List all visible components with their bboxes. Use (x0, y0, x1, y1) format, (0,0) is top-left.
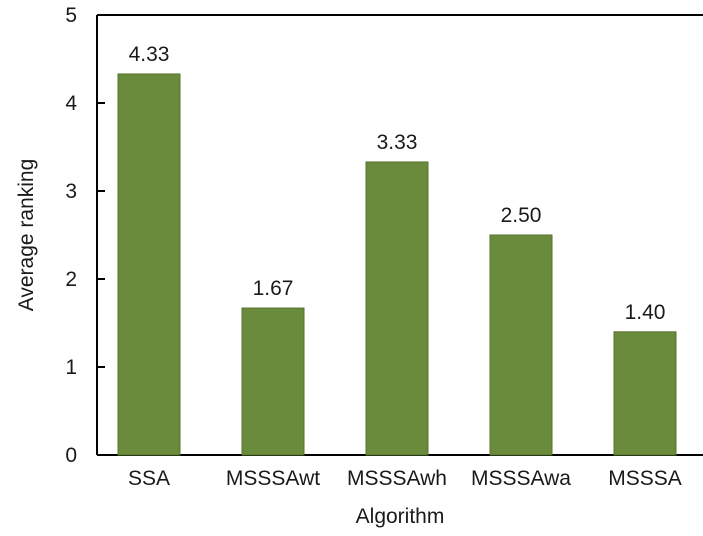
x-tick-label-msssawa: MSSSAwa (471, 467, 571, 490)
y-tick-label-5: 5 (65, 4, 77, 27)
value-label-ssa: 4.33 (129, 43, 170, 66)
y-tick-label-3: 3 (65, 180, 77, 203)
value-label-msssawt: 1.67 (253, 277, 294, 300)
y-axis-title: Average ranking (15, 159, 38, 312)
x-axis-title: Algorithm (356, 505, 445, 528)
y-tick-label-0: 0 (65, 444, 77, 467)
y-tick-label-1: 1 (65, 356, 77, 379)
x-tick-label-msssawh: MSSSAwh (347, 467, 447, 490)
x-axis-ticks: SSA MSSSAwt MSSSAwh MSSSAwa MSSSA (128, 467, 682, 490)
x-tick-label-ssa: SSA (128, 467, 170, 490)
bar-msssawa (489, 234, 553, 456)
value-label-msssa: 1.40 (625, 301, 666, 324)
y-tick-label-2: 2 (65, 268, 77, 291)
bar-msssa (613, 331, 677, 456)
bar-msssawt (241, 307, 305, 456)
value-label-msssawa: 2.50 (501, 204, 542, 227)
bar-msssawh (365, 161, 429, 456)
y-tick-label-4: 4 (65, 92, 77, 115)
value-label-msssawh: 3.33 (377, 131, 418, 154)
bars-group (117, 73, 677, 456)
value-labels-group: 4.33 1.67 3.33 2.50 1.40 (129, 43, 666, 324)
y-axis-ticks: 0 1 2 3 4 5 (65, 4, 105, 467)
x-tick-label-msssa: MSSSA (608, 467, 682, 490)
x-tick-label-msssawt: MSSSAwt (226, 467, 320, 490)
bar-ssa (117, 73, 181, 456)
